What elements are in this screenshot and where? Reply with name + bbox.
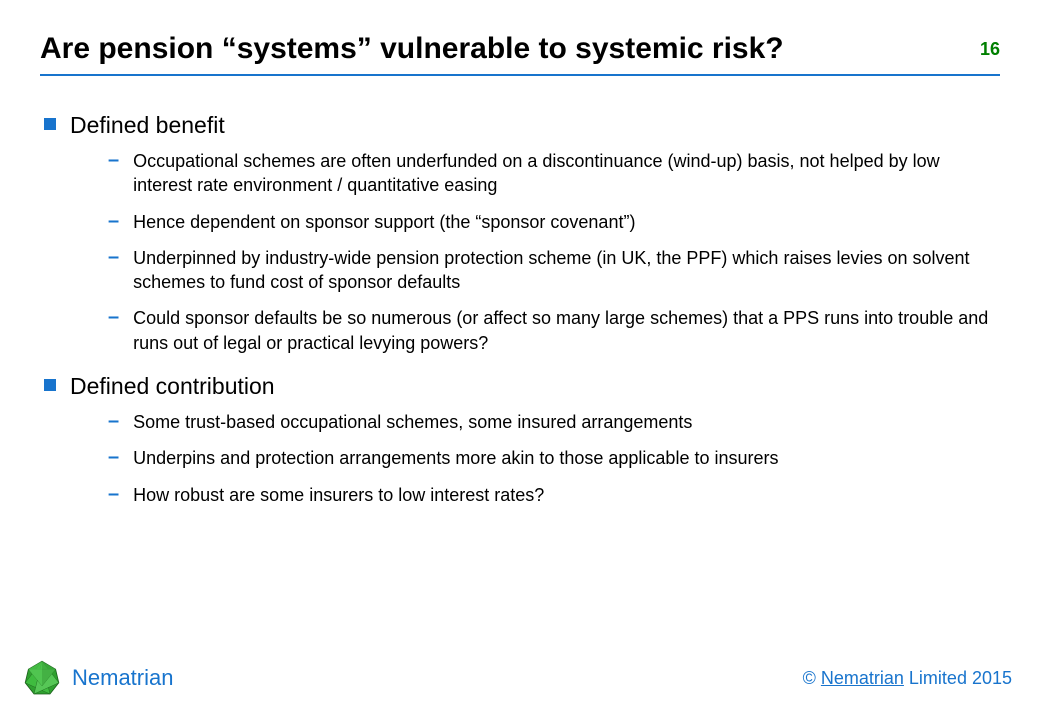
square-bullet-icon xyxy=(44,118,56,130)
section-title: Defined benefit xyxy=(70,112,225,139)
bullet-level2: – How robust are some insurers to low in… xyxy=(44,483,996,507)
bullet-level2: – Underpinned by industry-wide pension p… xyxy=(44,246,996,295)
slide-header: Are pension “systems” vulnerable to syst… xyxy=(0,0,1040,76)
bullet-text: Could sponsor defaults be so numerous (o… xyxy=(133,306,996,355)
company-link[interactable]: Nematrian xyxy=(821,668,904,688)
dash-bullet-icon: – xyxy=(108,446,119,468)
dash-bullet-icon: – xyxy=(108,149,119,171)
slide: Are pension “systems” vulnerable to syst… xyxy=(0,0,1040,720)
bullet-level1: Defined benefit xyxy=(44,112,996,139)
dash-bullet-icon: – xyxy=(108,210,119,232)
bullet-text: How robust are some insurers to low inte… xyxy=(133,483,544,507)
square-bullet-icon xyxy=(44,379,56,391)
bullet-text: Underpins and protection arrangements mo… xyxy=(133,446,778,470)
title-rule xyxy=(40,74,1000,76)
copyright-suffix: Limited 2015 xyxy=(904,668,1012,688)
nematrian-logo-icon xyxy=(22,658,62,698)
sub-bullet-list: – Some trust-based occupational schemes,… xyxy=(44,410,996,507)
bullet-level2: – Hence dependent on sponsor support (th… xyxy=(44,210,996,234)
footer-left: Nematrian xyxy=(22,658,173,698)
copyright-prefix: © xyxy=(803,668,821,688)
bullet-level1: Defined contribution xyxy=(44,373,996,400)
bullet-text: Hence dependent on sponsor support (the … xyxy=(133,210,635,234)
bullet-level2: – Some trust-based occupational schemes,… xyxy=(44,410,996,434)
footer-copyright: © Nematrian Limited 2015 xyxy=(803,668,1012,689)
slide-footer: Nematrian © Nematrian Limited 2015 xyxy=(0,654,1040,702)
bullet-text: Underpinned by industry-wide pension pro… xyxy=(133,246,996,295)
slide-title: Are pension “systems” vulnerable to syst… xyxy=(40,32,784,66)
page-number: 16 xyxy=(980,39,1000,60)
bullet-level2: – Occupational schemes are often underfu… xyxy=(44,149,996,198)
footer-brand: Nematrian xyxy=(72,665,173,691)
bullet-text: Occupational schemes are often underfund… xyxy=(133,149,996,198)
sub-bullet-list: – Occupational schemes are often underfu… xyxy=(44,149,996,355)
section-title: Defined contribution xyxy=(70,373,275,400)
bullet-level2: – Underpins and protection arrangements … xyxy=(44,446,996,470)
slide-content: Defined benefit – Occupational schemes a… xyxy=(0,84,1040,507)
bullet-level2: – Could sponsor defaults be so numerous … xyxy=(44,306,996,355)
dash-bullet-icon: – xyxy=(108,483,119,505)
title-row: Are pension “systems” vulnerable to syst… xyxy=(40,32,1000,66)
dash-bullet-icon: – xyxy=(108,410,119,432)
dash-bullet-icon: – xyxy=(108,306,119,328)
dash-bullet-icon: – xyxy=(108,246,119,268)
bullet-text: Some trust-based occupational schemes, s… xyxy=(133,410,692,434)
